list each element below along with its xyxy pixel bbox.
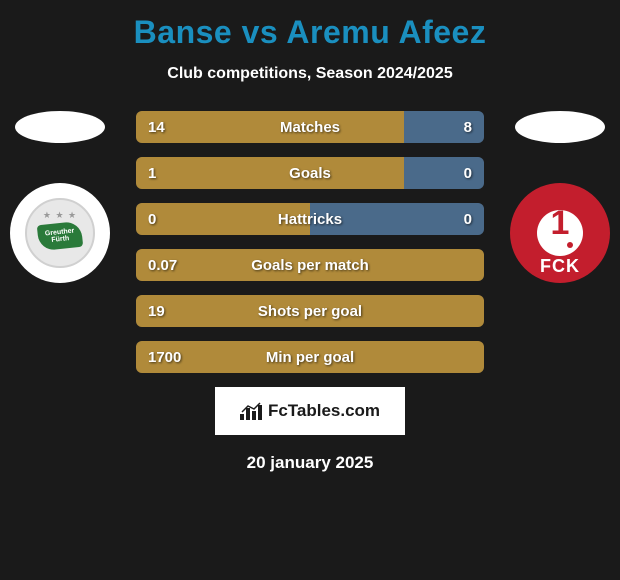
stat-row: 148Matches xyxy=(136,111,484,143)
club-badge-right-dot xyxy=(567,242,573,248)
page-subtitle: Club competitions, Season 2024/2025 xyxy=(0,65,620,83)
site-logo-icon xyxy=(240,402,262,420)
stat-label: Hattricks xyxy=(136,203,484,235)
club-badge-right-circle: 1 xyxy=(537,210,583,256)
stat-row: 0.07Goals per match xyxy=(136,249,484,281)
player-avatar-right xyxy=(515,111,605,143)
club-badge-right-number: 1 xyxy=(551,204,570,243)
stats-bars: 148Matches 10Goals 00Hattricks 0.07Goals pe… xyxy=(136,111,484,373)
club-left-column: ★ ★ ★ Greuther Fürth xyxy=(0,111,120,283)
stat-label: Min per goal xyxy=(136,341,484,373)
stat-row: 1700Min per goal xyxy=(136,341,484,373)
stat-row: 10Goals xyxy=(136,157,484,189)
club-right-column: 1 FCK xyxy=(500,111,620,283)
club-badge-left-stars: ★ ★ ★ xyxy=(43,210,77,221)
page-title: Banse vs Aremu Afeez xyxy=(0,0,620,51)
stat-label: Goals xyxy=(136,157,484,189)
club-badge-left: ★ ★ ★ Greuther Fürth xyxy=(10,183,110,283)
player-avatar-left xyxy=(15,111,105,143)
site-badge: FcTables.com xyxy=(215,387,405,435)
stat-row: 00Hattricks xyxy=(136,203,484,235)
site-badge-text: FcTables.com xyxy=(268,401,380,421)
club-badge-left-inner: ★ ★ ★ Greuther Fürth xyxy=(25,198,95,268)
date-footer: 20 january 2025 xyxy=(0,453,620,473)
stat-row: 19Shots per goal xyxy=(136,295,484,327)
club-badge-right: 1 FCK xyxy=(510,183,610,283)
stat-label: Matches xyxy=(136,111,484,143)
comparison-panel: ★ ★ ★ Greuther Fürth 1 FCK 148Matches 10G… xyxy=(0,111,620,373)
stat-label: Shots per goal xyxy=(136,295,484,327)
club-badge-right-text: FCK xyxy=(540,256,580,277)
club-badge-left-text: Greuther Fürth xyxy=(37,220,83,250)
stat-label: Goals per match xyxy=(136,249,484,281)
